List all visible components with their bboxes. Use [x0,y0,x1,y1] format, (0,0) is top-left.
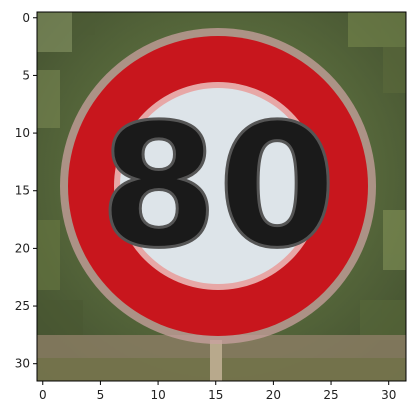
x-tick-label: 0 [39,388,47,402]
y-axis: 0 5 10 15 20 25 30 [15,11,37,371]
y-tick-label: 5 [22,68,30,82]
y-tick-label: 0 [22,11,30,25]
x-tick-label: 10 [150,388,165,402]
speed-limit-sign: 80 [60,28,376,344]
sign-white-face [120,88,316,284]
x-tick-label: 20 [266,388,281,402]
x-tick-label: 25 [323,388,338,402]
axes-frame [36,11,407,382]
y-tick-label: 25 [15,299,30,313]
x-tick-label: 5 [97,388,105,402]
y-tick-label: 10 [15,126,30,140]
x-tick-label: 30 [381,388,396,402]
y-tick-label: 30 [15,357,30,371]
image-axes: 80 [37,12,406,381]
y-tick-label: 15 [15,184,30,198]
x-axis: 0 5 10 15 20 25 30 [39,381,396,402]
sign-digits: 80 [100,88,337,286]
x-tick-label: 15 [208,388,223,402]
y-tick-label: 20 [15,241,30,255]
foliage-texture [37,12,406,340]
